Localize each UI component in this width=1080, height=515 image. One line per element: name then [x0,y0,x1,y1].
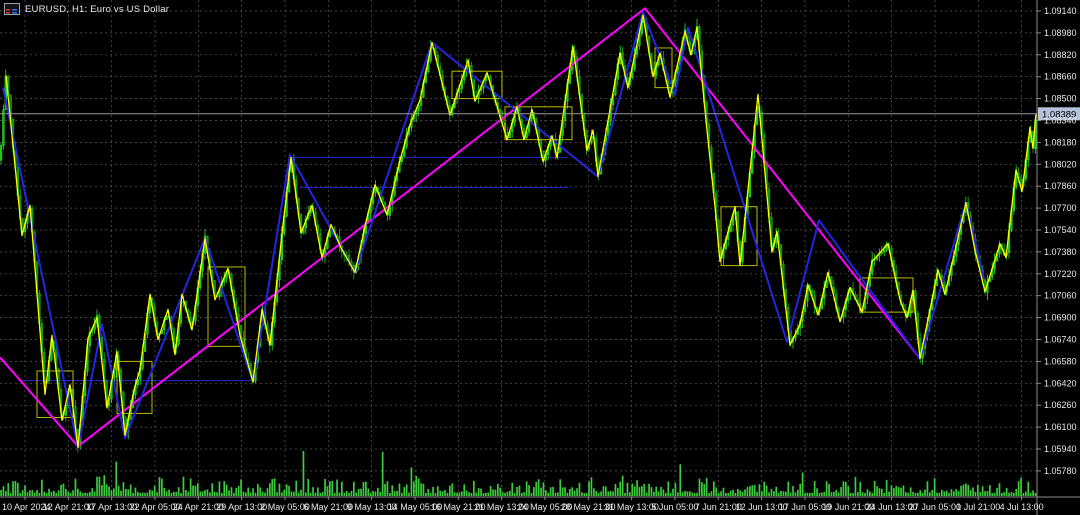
price-axis-label: 1.05940 [1044,444,1077,454]
time-axis-label: 31 May 13:00 [604,502,659,512]
price-axis-label: 1.08980 [1044,28,1077,38]
current-price-value: 1.08389 [1042,109,1076,120]
chart-title: EURUSD, H1: Euro vs US Dollar [25,3,170,15]
price-axis-label: 1.08500 [1044,94,1077,104]
time-axis-label: 24 May 05:00 [518,502,573,512]
price-axis-label: 1.07220 [1044,269,1077,279]
price-axis-label: 1.06580 [1044,356,1077,366]
pattern-boxes [36,47,914,419]
time-axis-label: 4 Jul 13:00 [1000,502,1044,512]
title-bar: EURUSD, H1: Euro vs US Dollar [4,3,169,15]
time-axis-label: 28 May 21:00 [561,502,616,512]
time-axis-label: 29 Apr 13:00 [216,502,267,512]
time-axis-label: 27 Jun 05:00 [909,502,961,512]
time-axis-label: 12 Apr 21:00 [43,502,94,512]
price-axis-label: 1.06100 [1044,422,1077,432]
time-axis-label: 24 Apr 21:00 [173,502,224,512]
price-axis-label: 1.08020 [1044,159,1077,169]
time-axis-label: 19 Jun 21:00 [822,502,874,512]
time-axis-label: 5 Jun 05:00 [651,502,698,512]
time-axis-label: 21 May 13:00 [474,502,529,512]
chart-icon [4,3,20,15]
price-axis-label: 1.06900 [1044,313,1077,323]
time-axis-label: 12 Jun 13:00 [736,502,788,512]
chart-icon-glyph [6,9,17,14]
time-axis-label: 9 May 13:00 [347,502,397,512]
volume-histogram [0,451,1037,496]
price-axis-label: 1.07060 [1044,291,1077,301]
time-axis-label: 14 May 05:00 [388,502,443,512]
time-axis-label: 24 Jun 13:00 [866,502,918,512]
time-axis-label: 7 Jun 21:00 [695,502,742,512]
time-axis-label: 1 Jul 21:00 [956,502,1000,512]
time-axis-label: 17 Apr 13:00 [86,502,137,512]
time-axis-label: 16 May 21:00 [431,502,486,512]
price-axis-label: 1.08820 [1044,50,1077,60]
price-axis-label: 1.07380 [1044,247,1077,257]
current-price-tag: 1.08389 [1038,107,1080,121]
price-axis-label: 1.07700 [1044,203,1077,213]
price-axis-label: 1.05780 [1044,466,1077,476]
time-axis-label: 2 May 05:00 [260,502,310,512]
time-axis-label: 17 Jun 05:00 [779,502,831,512]
zigzag-major-magenta [0,7,921,448]
zigzag-slow-blue [2,11,985,449]
price-axis[interactable]: 1.09140 1.08980 1.08820 1.08660 1.08500 1.083… [1037,6,1077,476]
time-axis-label: 10 Apr 2024 [2,502,51,512]
price-axis-label: 1.07860 [1044,181,1077,191]
price-axis-label: 1.06420 [1044,378,1077,388]
price-axis-label: 1.07540 [1044,225,1077,235]
price-axis-label: 1.08660 [1044,72,1077,82]
price-axis-label: 1.06260 [1044,400,1077,410]
price-axis-label: 1.08180 [1044,137,1077,147]
price-axis-label: 1.09140 [1044,6,1077,16]
time-axis-label: 6 May 21:00 [304,502,354,512]
zigzag-fast-yellow [5,14,1037,449]
price-axis-label: 1.08340 [1044,116,1077,126]
price-axis-label: 1.06740 [1044,335,1077,345]
time-axis-label: 22 Apr 05:00 [129,502,180,512]
